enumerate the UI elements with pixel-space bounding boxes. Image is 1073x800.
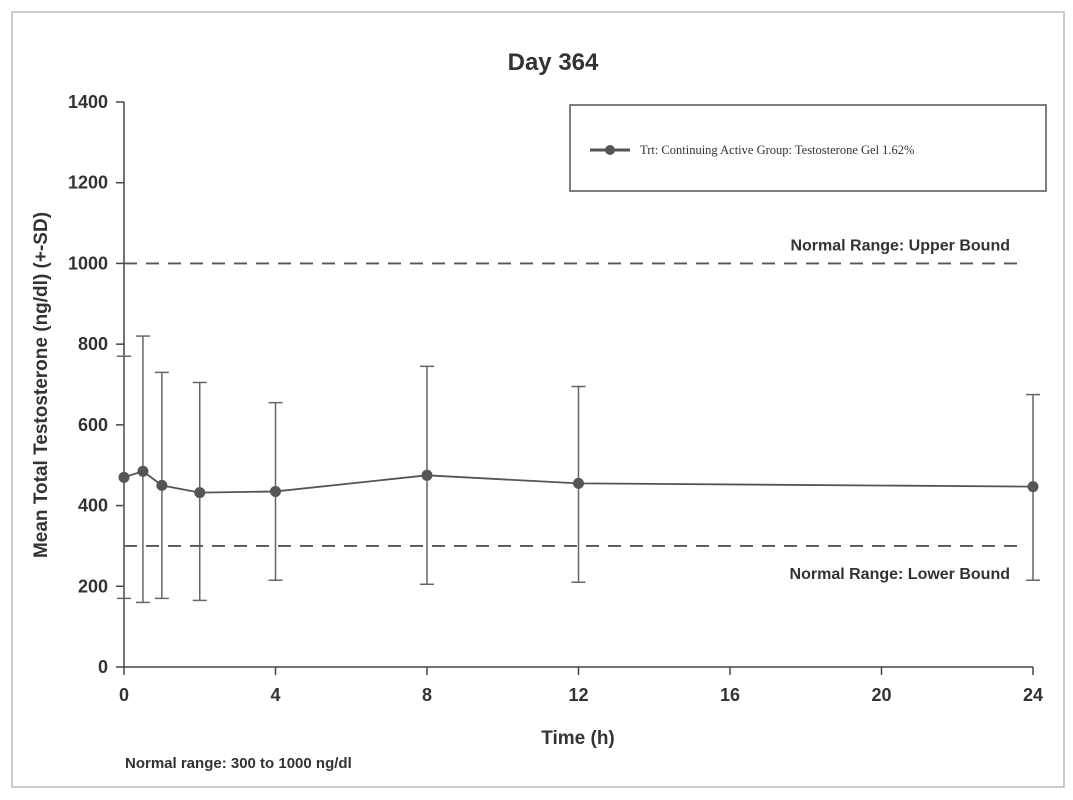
x-tick-label: 0 — [119, 685, 129, 705]
legend: Trt: Continuing Active Group: Testostero… — [569, 104, 1047, 192]
data-point — [194, 487, 206, 499]
x-tick-label: 20 — [871, 685, 891, 705]
data-point — [137, 465, 149, 477]
data-point — [156, 479, 168, 491]
legend-marker-swatch — [605, 145, 615, 155]
x-tick-label: 16 — [720, 685, 740, 705]
y-axis-label: Mean Total Testosterone (ng/dl) (+-SD) — [31, 212, 52, 558]
chart-title: Day 364 — [508, 49, 599, 76]
reference-lines: Normal Range: Upper Bound Normal Range: L… — [124, 237, 1018, 583]
error-bars — [117, 335, 1040, 604]
y-tick-label: 800 — [78, 334, 108, 354]
x-tick-label: 12 — [568, 685, 588, 705]
legend-entry-label: Trt: Continuing Active Group: Testostero… — [640, 143, 914, 157]
footnote-normal-range: Normal range: 300 to 1000 ng/dl — [125, 755, 352, 772]
y-tick-label: 1400 — [68, 92, 108, 112]
y-tick-label: 600 — [78, 415, 108, 435]
y-tick-label: 1200 — [68, 173, 108, 193]
data-point — [421, 469, 433, 481]
y-tick-label: 1000 — [68, 253, 108, 273]
y-tick-label: 400 — [78, 496, 108, 516]
chart-frame — [11, 11, 1065, 788]
legend-box — [569, 104, 1047, 192]
axes: 0 200 400 600 800 1000 1200 1400 0 4 8 12 16 20 24 — [68, 92, 1043, 705]
reference-line-label: Normal Range: Lower Bound — [790, 566, 1010, 583]
y-tick-label: 200 — [78, 576, 108, 596]
data-point — [270, 485, 281, 497]
x-axis-label: Time (h) — [541, 728, 615, 749]
data-point — [118, 471, 130, 483]
x-tick-label: 4 — [270, 685, 280, 705]
series-layer — [118, 465, 1039, 499]
x-tick-label: 8 — [422, 685, 432, 705]
x-tick-label: 24 — [1023, 685, 1043, 705]
data-point — [1027, 481, 1039, 493]
y-tick-label: 0 — [98, 657, 108, 677]
data-point — [573, 477, 584, 489]
reference-line-label: Normal Range: Upper Bound — [790, 237, 1010, 254]
